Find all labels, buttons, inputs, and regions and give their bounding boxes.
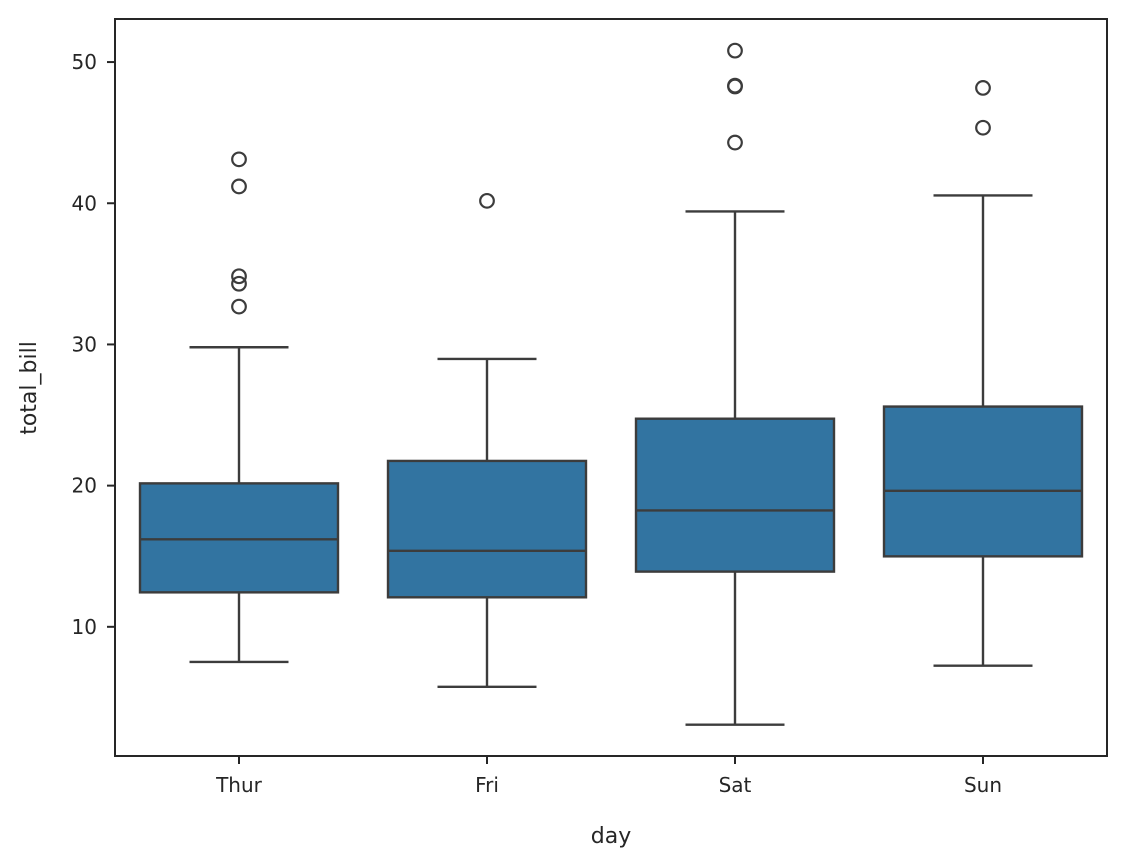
outlier-point-thur	[231, 275, 247, 292]
box-thur	[138, 482, 340, 594]
outlier-point-thur	[231, 298, 247, 315]
outlier-point-sat	[727, 134, 743, 151]
y-tick-label: 20	[72, 474, 97, 498]
outlier-point-sun	[975, 119, 991, 136]
y-tick-label: 10	[72, 615, 97, 639]
outlier-point-thur	[231, 178, 247, 195]
x-tick-label-fri: Fri	[475, 773, 499, 797]
y-axis-label: total_bill	[17, 341, 42, 435]
x-tick-label-sat: Sat	[719, 773, 752, 797]
x-tick-label-sun: Sun	[964, 773, 1002, 797]
x-tick-label-thur: Thur	[215, 773, 263, 797]
y-tick-label: 40	[72, 191, 97, 215]
x-axis-label: day	[591, 824, 631, 849]
outlier-point-thur	[231, 268, 247, 285]
box-fri	[386, 459, 588, 599]
outlier-point-fri	[479, 192, 495, 209]
outlier-point-sat	[727, 77, 743, 94]
outlier-point-thur	[231, 151, 247, 168]
outlier-point-sun	[975, 79, 991, 96]
box-sat	[634, 417, 836, 573]
y-tick-label: 50	[72, 50, 97, 74]
box-sun	[882, 405, 1084, 558]
y-tick-label: 30	[72, 332, 97, 356]
axes-frame	[114, 18, 1108, 757]
plot-area: 10 20 30 40 50 Thur Fri Sat Sun	[72, 18, 1108, 797]
outlier-point-sat	[727, 42, 743, 59]
